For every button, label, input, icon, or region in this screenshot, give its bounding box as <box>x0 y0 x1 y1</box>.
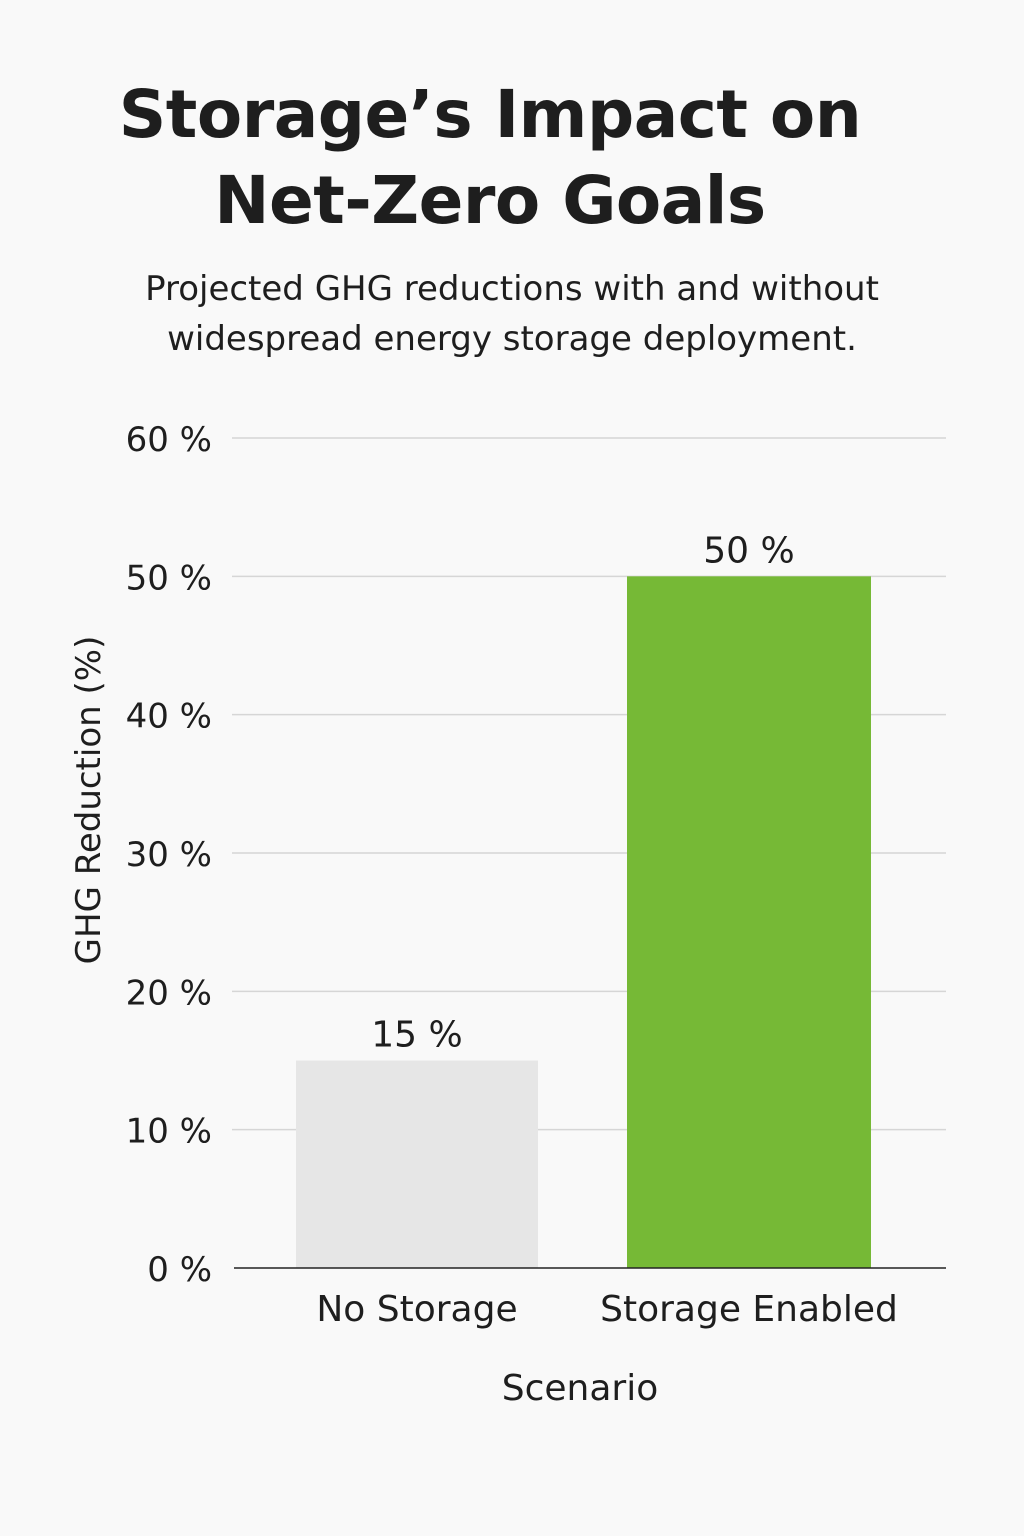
chart-subtitle-line-2: widespread energy storage deployment. <box>167 319 857 359</box>
chart-subtitle-line-1: Projected GHG reductions with and withou… <box>145 269 879 309</box>
x-tick-label: Storage Enabled <box>600 1289 898 1330</box>
y-tick-label: 60 % <box>126 420 212 460</box>
labels: 0 % 10 % 20 % 30 % 40 % 50 % 60 % 15 % No Storag… <box>69 420 898 1409</box>
bar-no-storage <box>296 1060 538 1268</box>
y-tick-label: 10 % <box>126 1112 212 1152</box>
y-tick-label: 40 % <box>126 697 212 737</box>
y-tick-label: 20 % <box>126 973 212 1013</box>
y-tick-label: 50 % <box>126 558 212 598</box>
x-tick-label: No Storage <box>316 1289 517 1330</box>
x-axis-title: Scenario <box>502 1368 659 1409</box>
data-label: 50 % <box>703 530 794 571</box>
bar-storage-enabled <box>627 576 871 1268</box>
chart-title-line-1: Storage’s Impact on <box>118 76 862 153</box>
bars <box>296 576 871 1268</box>
data-label: 15 % <box>371 1015 462 1056</box>
y-tick-label: 30 % <box>126 835 212 875</box>
chart-subtitle: Projected GHG reductions with and withou… <box>0 264 1024 364</box>
chart-title-line-2: Net-Zero Goals <box>214 162 766 239</box>
y-axis-title: GHG Reduction (%) <box>69 636 109 965</box>
y-tick-label: 0 % <box>147 1250 212 1290</box>
chart-title: Storage’s Impact on Net-Zero Goals <box>0 72 980 244</box>
